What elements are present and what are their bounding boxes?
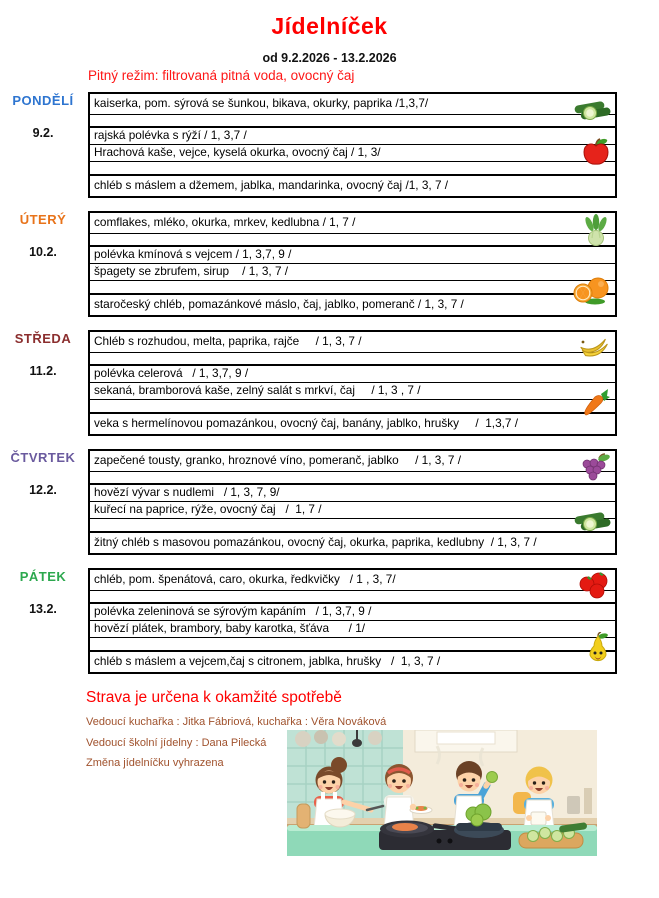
drink-regime-note: Pitný režim: filtrovaná pitná voda, ovoc… — [88, 68, 355, 83]
day-label: STŘEDA — [14, 331, 72, 346]
menu-row: kuřecí na paprice, rýže, ovocný čaj / 1,… — [90, 502, 615, 519]
menu-row-text: Chléb s rozhudou, melta, paprika, rajče … — [94, 334, 362, 348]
menu-row-text: chléb s máslem a džemem, jablka, mandari… — [94, 178, 449, 192]
consumption-notice: Strava je určena k okamžité spotřebě — [86, 689, 342, 706]
menu-row-text: chléb s máslem a vejcem,čaj s citronem, … — [94, 654, 441, 668]
menu-row: hovězí plátek, brambory, baby karotka, š… — [90, 621, 615, 638]
day-menu-table: Chléb s rozhudou, melta, paprika, rajče … — [88, 330, 617, 436]
day-block: PONDĚLÍ 9.2. kaiserka, pom. sýrová se šu… — [0, 92, 617, 198]
menu-row-text: kuřecí na paprice, rýže, ovocný čaj / 1,… — [94, 502, 322, 516]
menu-row: chléb s máslem a džemem, jablka, mandari… — [90, 176, 615, 196]
day-menu-table: zapečené tousty, granko, hroznové víno, … — [88, 449, 617, 555]
menu-row — [90, 353, 615, 366]
menu-row-text: hovězí vývar s nudlemi / 1, 3, 7, 9/ — [94, 485, 280, 499]
menu-row-text: polévka zeleninová se sýrovým kapáním / … — [94, 604, 372, 618]
menu-row: veka s hermelínovou pomazánkou, ovocný č… — [90, 414, 615, 434]
day-date: 10.2. — [29, 245, 57, 259]
day-label: PONDĚLÍ — [12, 93, 74, 108]
menu-row-text: rajská polévka s rýží / 1, 3,7 / — [94, 128, 247, 142]
menu-row — [90, 400, 615, 414]
date-range: od 9.2.2026 - 13.2.2026 — [262, 51, 397, 65]
menu-row: žitný chléb s masovou pomazánkou, ovocný… — [90, 533, 615, 553]
menu-row: sekaná, bramborová kaše, zelný salát s m… — [90, 383, 615, 400]
children-cooking-illustration — [287, 730, 597, 856]
menu-row: Chléb s rozhudou, melta, paprika, rajče … — [90, 332, 615, 353]
canteen-manager-line: Vedoucí školní jídelny : Dana Pilecká — [86, 736, 267, 749]
menu-row-text: Hrachová kaše, vejce, kyselá okurka, ovo… — [94, 145, 381, 159]
menu-row — [90, 281, 615, 295]
day-block: ÚTERÝ 10.2. comflakes, mléko, okurka, mr… — [0, 211, 617, 317]
day-date: 11.2. — [29, 364, 57, 378]
menu-row — [90, 162, 615, 176]
menu-row-text: polévka kmínová s vejcem / 1, 3,7, 9 / — [94, 247, 292, 261]
menu-row: zapečené tousty, granko, hroznové víno, … — [90, 451, 615, 472]
day-menu-table: comflakes, mléko, okurka, mrkev, kedlubn… — [88, 211, 617, 317]
footer: Strava je určena k okamžité spotřebě Ved… — [86, 689, 659, 874]
menu-row-text: staročeský chléb, pomazánkové máslo, čaj… — [94, 297, 464, 311]
menu-change-note: Změna jídelníčku vyhrazena — [86, 757, 224, 769]
menu-row: polévka zeleninová se sýrovým kapáním / … — [90, 604, 615, 621]
menu-row: polévka kmínová s vejcem / 1, 3,7, 9 / — [90, 247, 615, 264]
menu-row: chléb, pom. špenátová, caro, okurka, řed… — [90, 570, 615, 591]
day-label: ČTVRTEK — [10, 450, 76, 465]
menu-row: staročeský chléb, pomazánkové máslo, čaj… — [90, 295, 615, 315]
menu-row — [90, 472, 615, 485]
menu-row-text: žitný chléb s masovou pomazánkou, ovocný… — [94, 535, 537, 549]
menu-days: PONDĚLÍ 9.2. kaiserka, pom. sýrová se šu… — [0, 92, 659, 674]
menu-row-text: kaiserka, pom. sýrová se šunkou, bikava,… — [94, 96, 429, 110]
day-block: ČTVRTEK 12.2. zapečené tousty, granko, h… — [0, 449, 617, 555]
day-date: 9.2. — [32, 126, 54, 140]
day-menu-table: kaiserka, pom. sýrová se šunkou, bikava,… — [88, 92, 617, 198]
menu-row-text: hovězí plátek, brambory, baby karotka, š… — [94, 621, 366, 635]
menu-row: hovězí vývar s nudlemi / 1, 3, 7, 9/ — [90, 485, 615, 502]
day-block: PÁTEK 13.2. chléb, pom. špenátová, caro,… — [0, 568, 617, 674]
menu-row-text: comflakes, mléko, okurka, mrkev, kedlubn… — [94, 215, 356, 229]
day-label: PÁTEK — [19, 569, 67, 584]
menu-row: špagety se zbrufem, sirup / 1, 3, 7 / — [90, 264, 615, 281]
menu-row-text: chléb, pom. špenátová, caro, okurka, řed… — [94, 572, 396, 586]
menu-row: kaiserka, pom. sýrová se šunkou, bikava,… — [90, 94, 615, 115]
day-label: ÚTERÝ — [19, 212, 67, 227]
menu-row — [90, 591, 615, 604]
head-cook-line: Vedoucí kuchařka : Jitka Fábriová, kucha… — [86, 716, 387, 728]
day-menu-table: chléb, pom. špenátová, caro, okurka, řed… — [88, 568, 617, 674]
day-date: 13.2. — [29, 602, 57, 616]
menu-row-text: zapečené tousty, granko, hroznové víno, … — [94, 453, 462, 467]
menu-row — [90, 638, 615, 652]
day-block: STŘEDA 11.2. Chléb s rozhudou, melta, pa… — [0, 330, 617, 436]
menu-row: rajská polévka s rýží / 1, 3,7 / — [90, 128, 615, 145]
menu-row — [90, 519, 615, 533]
menu-row: comflakes, mléko, okurka, mrkev, kedlubn… — [90, 213, 615, 234]
page-title: Jídelníček — [271, 13, 388, 39]
menu-row — [90, 234, 615, 247]
menu-row-text: špagety se zbrufem, sirup / 1, 3, 7 / — [94, 264, 289, 278]
menu-row-text: polévka celerová / 1, 3,7, 9 / — [94, 366, 249, 380]
menu-row: Hrachová kaše, vejce, kyselá okurka, ovo… — [90, 145, 615, 162]
menu-row-text: veka s hermelínovou pomazánkou, ovocný č… — [94, 416, 519, 430]
menu-row: chléb s máslem a vejcem,čaj s citronem, … — [90, 652, 615, 672]
menu-row-text: sekaná, bramborová kaše, zelný salát s m… — [94, 383, 421, 397]
day-date: 12.2. — [29, 483, 57, 497]
menu-row — [90, 115, 615, 128]
menu-row: polévka celerová / 1, 3,7, 9 / — [90, 366, 615, 383]
